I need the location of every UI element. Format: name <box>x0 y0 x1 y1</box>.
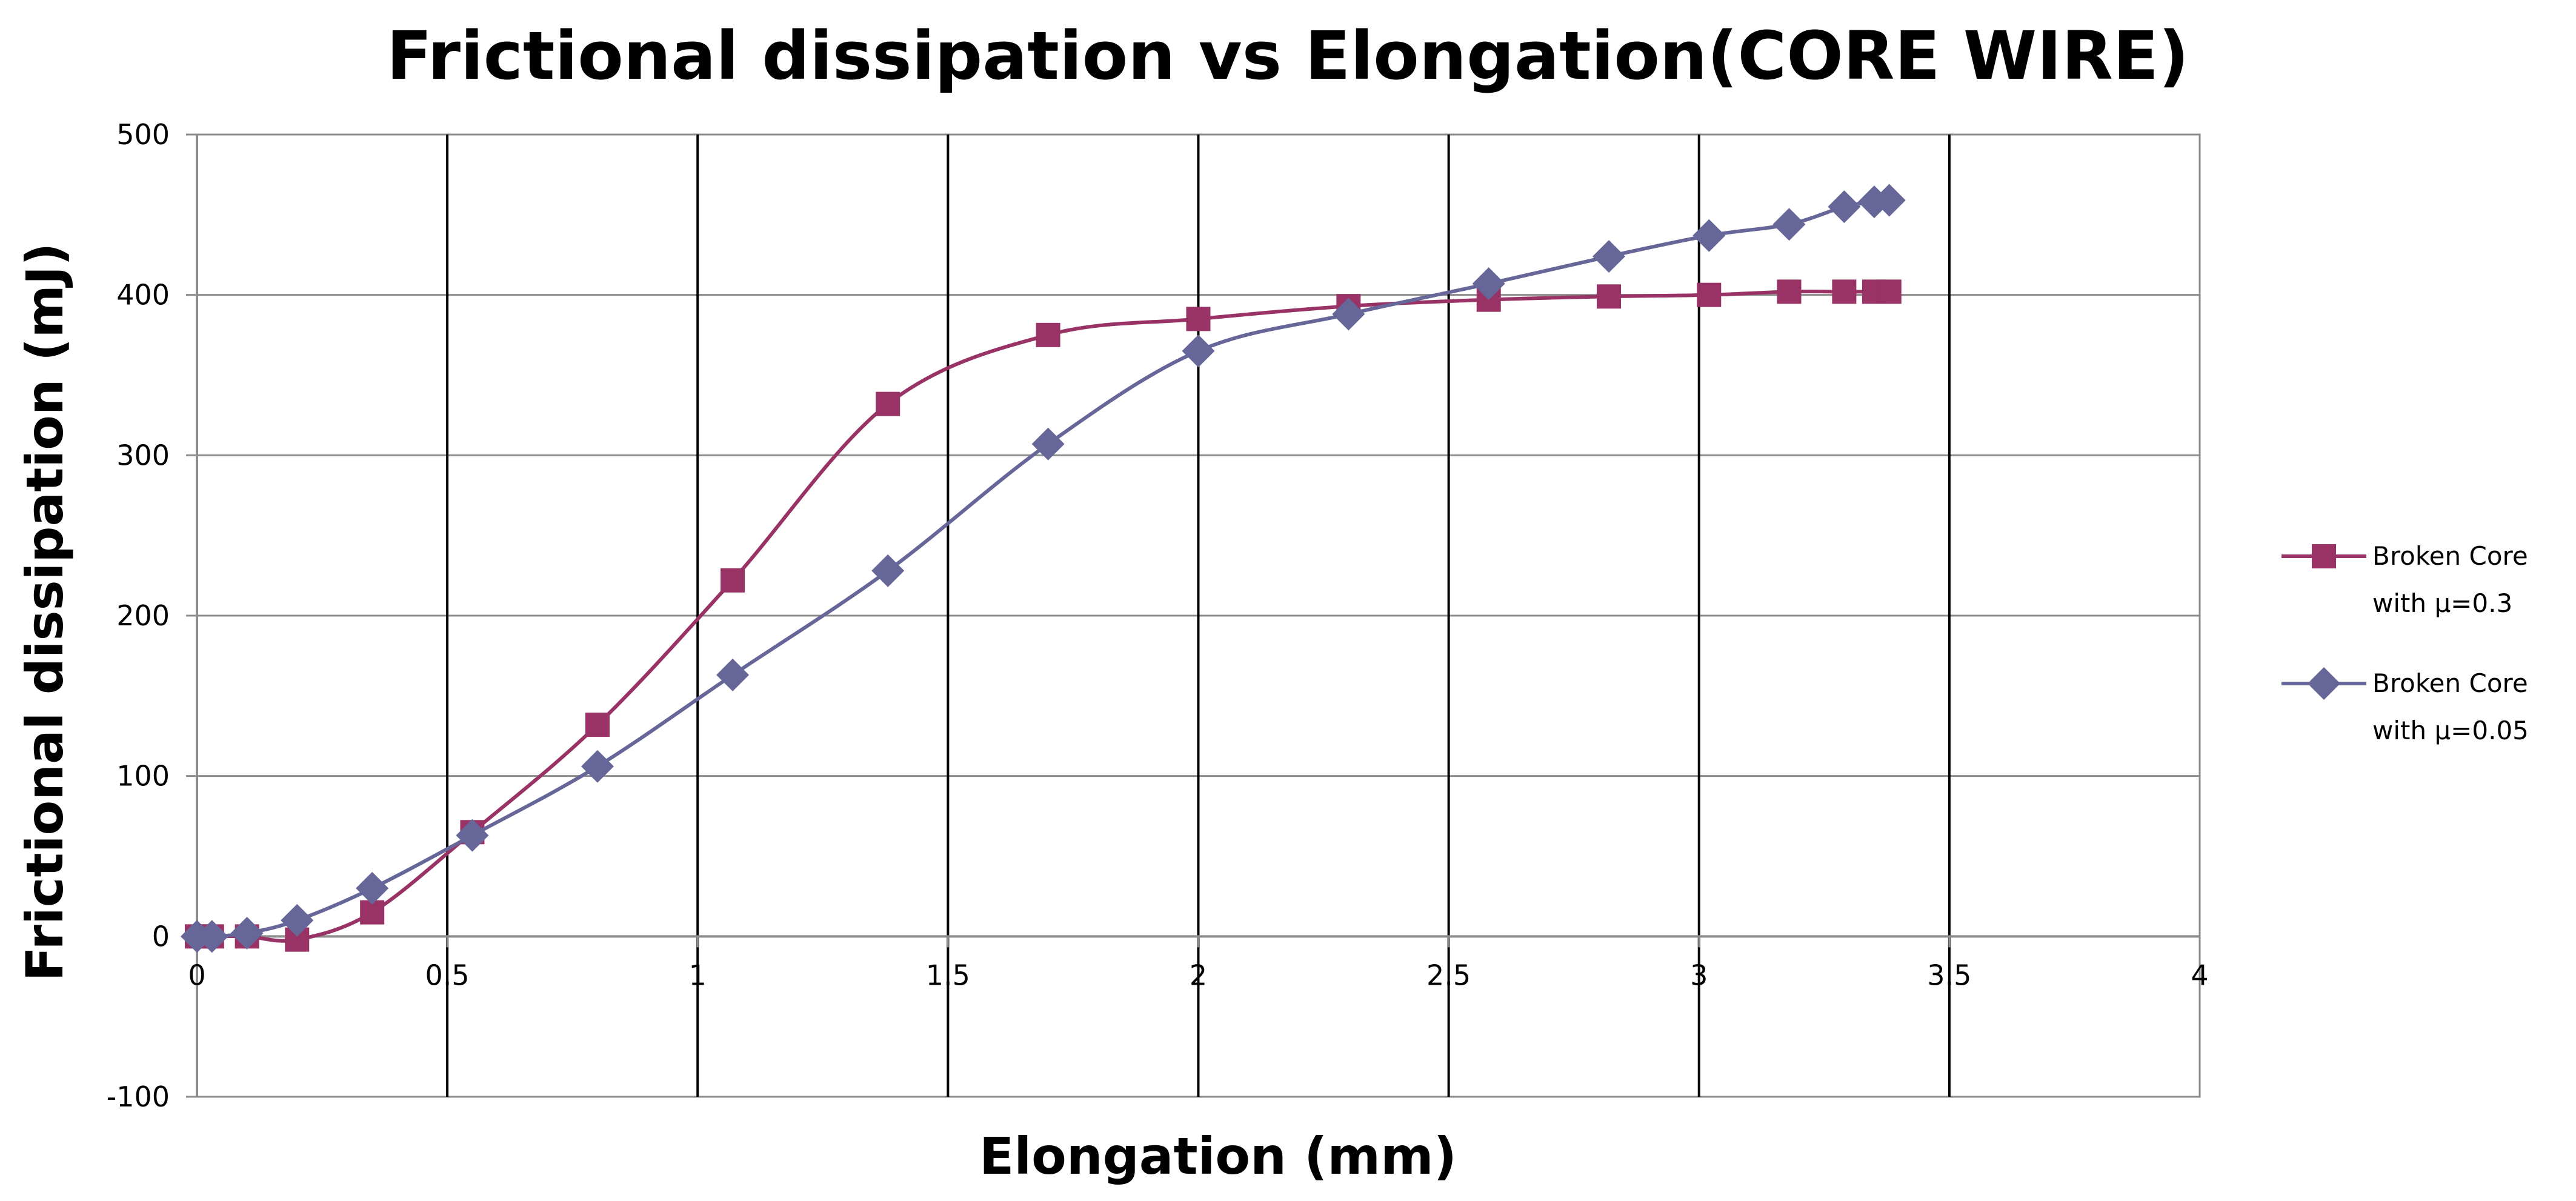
x-tick-label: 1 <box>689 959 707 991</box>
diamond-marker <box>1182 334 1215 368</box>
tick-labels: 0 0.5 1 1.5 2 2.5 3 3.5 4 -100 0 100 200 300 400 500 <box>107 118 2209 1113</box>
chart-title: Frictional dissipation vs Elongation(COR… <box>387 17 2189 95</box>
square-marker <box>1597 284 1622 309</box>
diamond-marker <box>1772 208 1806 241</box>
diamond-marker <box>281 903 314 937</box>
diamond-marker <box>195 920 228 953</box>
legend-diamond-marker <box>2308 667 2340 700</box>
x-tick-label: 2.5 <box>1426 959 1471 991</box>
square-marker <box>1832 279 1857 304</box>
diamond-marker <box>871 554 905 587</box>
diamond-marker <box>581 750 614 783</box>
diamond-marker <box>356 871 389 905</box>
square-marker <box>1697 282 1722 307</box>
x-axis-title: Elongation (mm) <box>979 1126 1457 1186</box>
series <box>181 184 1906 953</box>
square-marker <box>1877 279 1902 304</box>
square-marker <box>876 391 900 416</box>
diamond-marker <box>456 819 489 852</box>
diamond-marker <box>716 658 750 691</box>
x-tick-label: 3.5 <box>1927 959 1971 991</box>
y-tick-label: 300 <box>116 439 170 471</box>
square-marker <box>1777 279 1802 304</box>
legend-label: Broken Core <box>2372 668 2528 698</box>
plot-area <box>196 133 2201 1098</box>
x-tick-label: 4 <box>2191 959 2208 991</box>
diamond-marker <box>230 917 264 950</box>
square-marker <box>1186 307 1211 331</box>
square-marker <box>585 712 610 737</box>
y-tick-label: 200 <box>116 599 170 632</box>
y-tick-label: -100 <box>107 1080 170 1113</box>
legend: Broken Core with μ=0.3 Broken Core with μ=0… <box>2281 541 2529 745</box>
legend-label: with μ=0.05 <box>2372 716 2529 745</box>
diamond-marker <box>1031 427 1065 461</box>
x-tick-label: 0.5 <box>425 959 470 991</box>
y-tick-label: 400 <box>116 279 170 311</box>
x-tick-label: 2 <box>1190 959 1207 991</box>
y-axis-title: Frictional dissipation (mJ) <box>15 243 75 982</box>
y-tick-label: 500 <box>116 118 170 151</box>
x-tick-label: 0 <box>188 959 205 991</box>
legend-label: with μ=0.3 <box>2372 588 2512 618</box>
legend-item: Broken Core with μ=0.3 <box>2281 541 2528 618</box>
series-mu-0-05 <box>181 184 1906 953</box>
square-marker <box>1036 322 1060 347</box>
y-tick-label: 0 <box>152 920 170 953</box>
diamond-marker <box>1872 184 1906 217</box>
square-marker <box>721 568 745 593</box>
x-tick-label: 1.5 <box>926 959 970 991</box>
y-tick-label: 100 <box>116 760 170 793</box>
diamond-marker <box>1828 190 1861 224</box>
diamond-marker <box>1692 219 1726 252</box>
legend-label: Broken Core <box>2372 541 2528 571</box>
diamond-marker <box>1472 267 1505 301</box>
legend-item: Broken Core with μ=0.05 <box>2281 667 2529 745</box>
diamond-marker <box>1593 240 1626 273</box>
legend-square-marker <box>2312 544 2336 568</box>
x-tick-label: 3 <box>1690 959 1708 991</box>
diamond-marker <box>1332 298 1365 331</box>
